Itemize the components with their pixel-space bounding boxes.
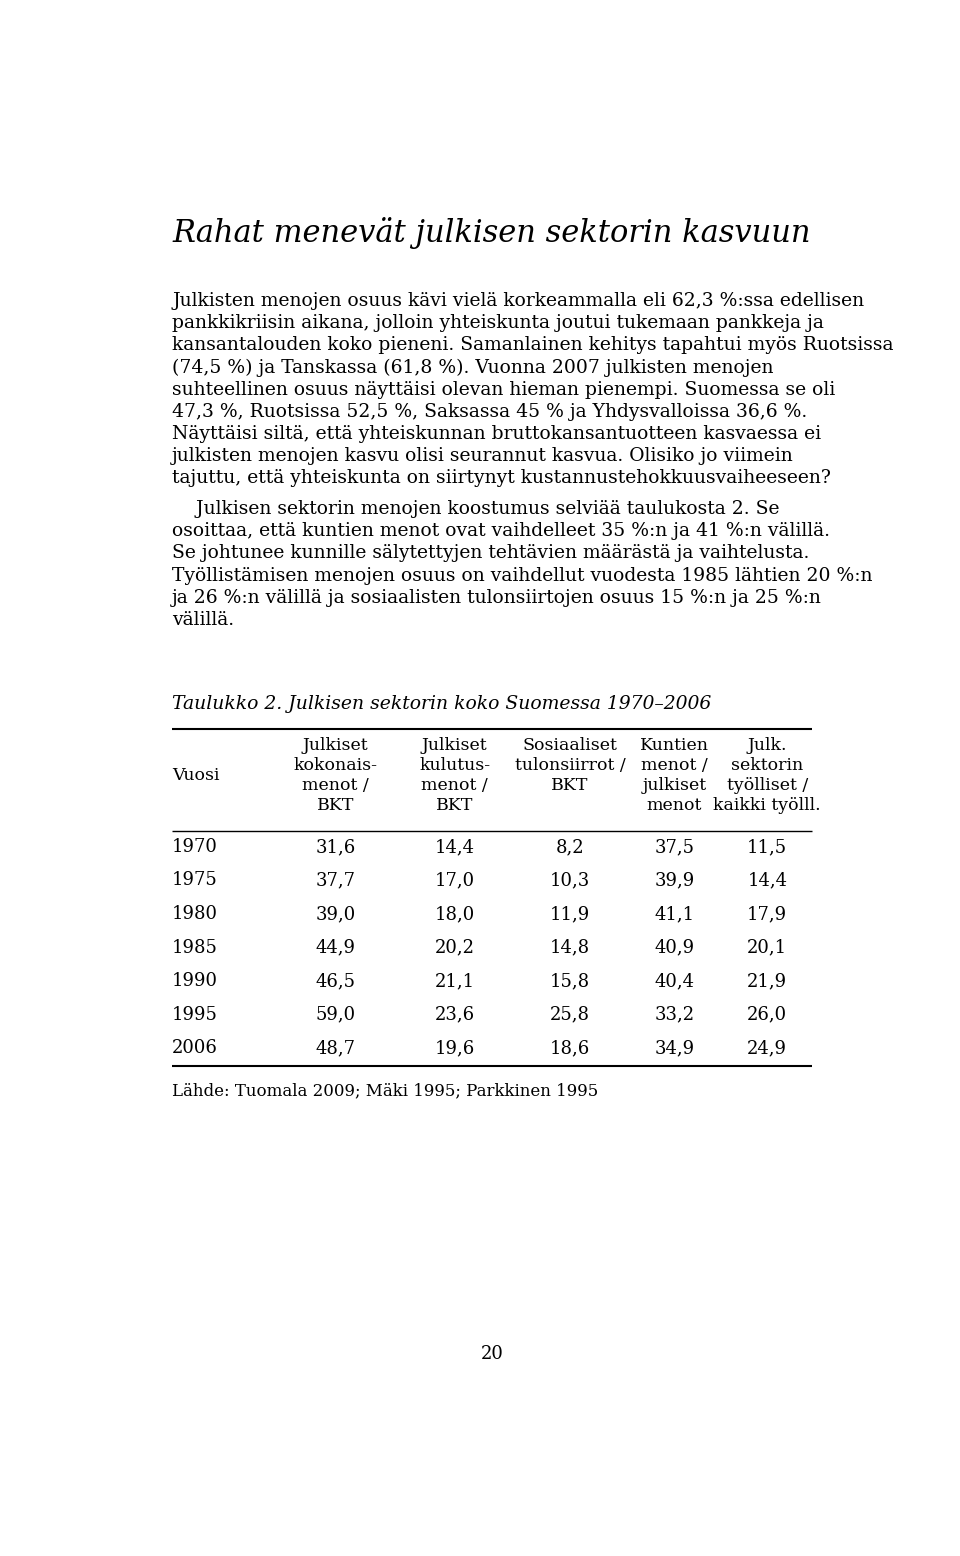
Text: 14,4: 14,4 (747, 871, 787, 890)
Text: 26,0: 26,0 (747, 1005, 787, 1024)
Text: Julkiset: Julkiset (422, 738, 488, 755)
Text: kulutus-: kulutus- (420, 758, 491, 773)
Text: 40,4: 40,4 (655, 972, 694, 990)
Text: Vuosi: Vuosi (172, 767, 220, 784)
Text: työlliset /: työlliset / (727, 776, 808, 794)
Text: 1970: 1970 (172, 837, 218, 856)
Text: 21,1: 21,1 (435, 972, 475, 990)
Text: 2006: 2006 (172, 1039, 218, 1057)
Text: 1990: 1990 (172, 972, 218, 990)
Text: 1980: 1980 (172, 906, 218, 923)
Text: tajuttu, että yhteiskunta on siirtynyt kustannustehokkuusvaiheeseen?: tajuttu, että yhteiskunta on siirtynyt k… (172, 470, 831, 487)
Text: välillä.: välillä. (172, 612, 234, 629)
Text: pankkikriisin aikana, jolloin yhteiskunta joutui tukemaan pankkeja ja: pankkikriisin aikana, jolloin yhteiskunt… (172, 314, 824, 333)
Text: kaikki työlll.: kaikki työlll. (713, 797, 821, 814)
Text: 20: 20 (481, 1346, 503, 1363)
Text: Julkiset: Julkiset (303, 738, 369, 755)
Text: 24,9: 24,9 (747, 1039, 787, 1057)
Text: 1975: 1975 (172, 871, 218, 890)
Text: kansantalouden koko pieneni. Samanlainen kehitys tapahtui myös Ruotsissa: kansantalouden koko pieneni. Samanlainen… (172, 336, 894, 355)
Text: 18,0: 18,0 (435, 906, 475, 923)
Text: osoittaa, että kuntien menot ovat vaihdelleet 35 %:n ja 41 %:n välillä.: osoittaa, että kuntien menot ovat vaihde… (172, 523, 830, 540)
Text: 23,6: 23,6 (435, 1005, 475, 1024)
Text: Työllistämisen menojen osuus on vaihdellut vuodesta 1985 lähtien 20 %:n: Työllistämisen menojen osuus on vaihdell… (172, 566, 873, 585)
Text: julkisten menojen kasvu olisi seurannut kasvua. Olisiko jo viimein: julkisten menojen kasvu olisi seurannut … (172, 447, 794, 465)
Text: Lähde: Tuomala 2009; Mäki 1995; Parkkinen 1995: Lähde: Tuomala 2009; Mäki 1995; Parkkine… (172, 1083, 598, 1100)
Text: 8,2: 8,2 (556, 837, 585, 856)
Text: 37,5: 37,5 (655, 837, 694, 856)
Text: Julkisten menojen osuus kävi vielä korkeammalla eli 62,3 %:ssa edellisen: Julkisten menojen osuus kävi vielä korke… (172, 293, 864, 310)
Text: julkiset: julkiset (642, 776, 707, 794)
Text: 11,9: 11,9 (550, 906, 590, 923)
Text: 14,4: 14,4 (435, 837, 475, 856)
Text: 21,9: 21,9 (747, 972, 787, 990)
Text: BKT: BKT (436, 797, 473, 814)
Text: 17,9: 17,9 (747, 906, 787, 923)
Text: BKT: BKT (551, 776, 588, 794)
Text: kokonais-: kokonais- (294, 758, 377, 773)
Text: 41,1: 41,1 (654, 906, 694, 923)
Text: 37,7: 37,7 (316, 871, 356, 890)
Text: 39,9: 39,9 (654, 871, 694, 890)
Text: 10,3: 10,3 (550, 871, 590, 890)
Text: 39,0: 39,0 (316, 906, 356, 923)
Text: 15,8: 15,8 (550, 972, 590, 990)
Text: menot: menot (647, 797, 702, 814)
Text: 34,9: 34,9 (654, 1039, 694, 1057)
Text: ja 26 %:n välillä ja sosiaalisten tulonsiirtojen osuus 15 %:n ja 25 %:n: ja 26 %:n välillä ja sosiaalisten tulons… (172, 588, 822, 607)
Text: 33,2: 33,2 (654, 1005, 694, 1024)
Text: 1985: 1985 (172, 938, 218, 957)
Text: tulonsiirrot /: tulonsiirrot / (515, 758, 626, 773)
Text: 17,0: 17,0 (435, 871, 475, 890)
Text: 18,6: 18,6 (550, 1039, 590, 1057)
Text: 48,7: 48,7 (316, 1039, 356, 1057)
Text: BKT: BKT (317, 797, 354, 814)
Text: (74,5 %) ja Tanskassa (61,8 %). Vuonna 2007 julkisten menojen: (74,5 %) ja Tanskassa (61,8 %). Vuonna 2… (172, 358, 774, 377)
Text: 11,5: 11,5 (747, 837, 787, 856)
Text: Julk.: Julk. (748, 738, 787, 755)
Text: 40,9: 40,9 (654, 938, 694, 957)
Text: sektorin: sektorin (732, 758, 804, 773)
Text: 46,5: 46,5 (316, 972, 356, 990)
Text: Taulukko 2. Julkisen sektorin koko Suomessa 1970–2006: Taulukko 2. Julkisen sektorin koko Suome… (172, 696, 711, 713)
Text: Sosiaaliset: Sosiaaliset (522, 738, 617, 755)
Text: 44,9: 44,9 (316, 938, 356, 957)
Text: 47,3 %, Ruotsissa 52,5 %, Saksassa 45 % ja Yhdysvalloissa 36,6 %.: 47,3 %, Ruotsissa 52,5 %, Saksassa 45 % … (172, 403, 807, 422)
Text: 1995: 1995 (172, 1005, 218, 1024)
Text: 59,0: 59,0 (316, 1005, 356, 1024)
Text: 31,6: 31,6 (316, 837, 356, 856)
Text: Julkisen sektorin menojen koostumus selviää taulukosta 2. Se: Julkisen sektorin menojen koostumus selv… (172, 499, 780, 518)
Text: 20,2: 20,2 (435, 938, 475, 957)
Text: menot /: menot / (421, 776, 489, 794)
Text: Näyttäisi siltä, että yhteiskunnan bruttokansantuotteen kasvaessa ei: Näyttäisi siltä, että yhteiskunnan brutt… (172, 425, 821, 443)
Text: Rahat menevät julkisen sektorin kasvuun: Rahat menevät julkisen sektorin kasvuun (172, 216, 810, 249)
Text: Kuntien: Kuntien (639, 738, 708, 755)
Text: 25,8: 25,8 (550, 1005, 590, 1024)
Text: 14,8: 14,8 (550, 938, 590, 957)
Text: suhteellinen osuus näyttäisi olevan hieman pienempi. Suomessa se oli: suhteellinen osuus näyttäisi olevan hiem… (172, 381, 835, 398)
Text: menot /: menot / (302, 776, 370, 794)
Text: 19,6: 19,6 (435, 1039, 475, 1057)
Text: 20,1: 20,1 (747, 938, 787, 957)
Text: Se johtunee kunnille sälytettyjen tehtävien määrästä ja vaihtelusta.: Se johtunee kunnille sälytettyjen tehtäv… (172, 545, 809, 562)
Text: menot /: menot / (641, 758, 708, 773)
